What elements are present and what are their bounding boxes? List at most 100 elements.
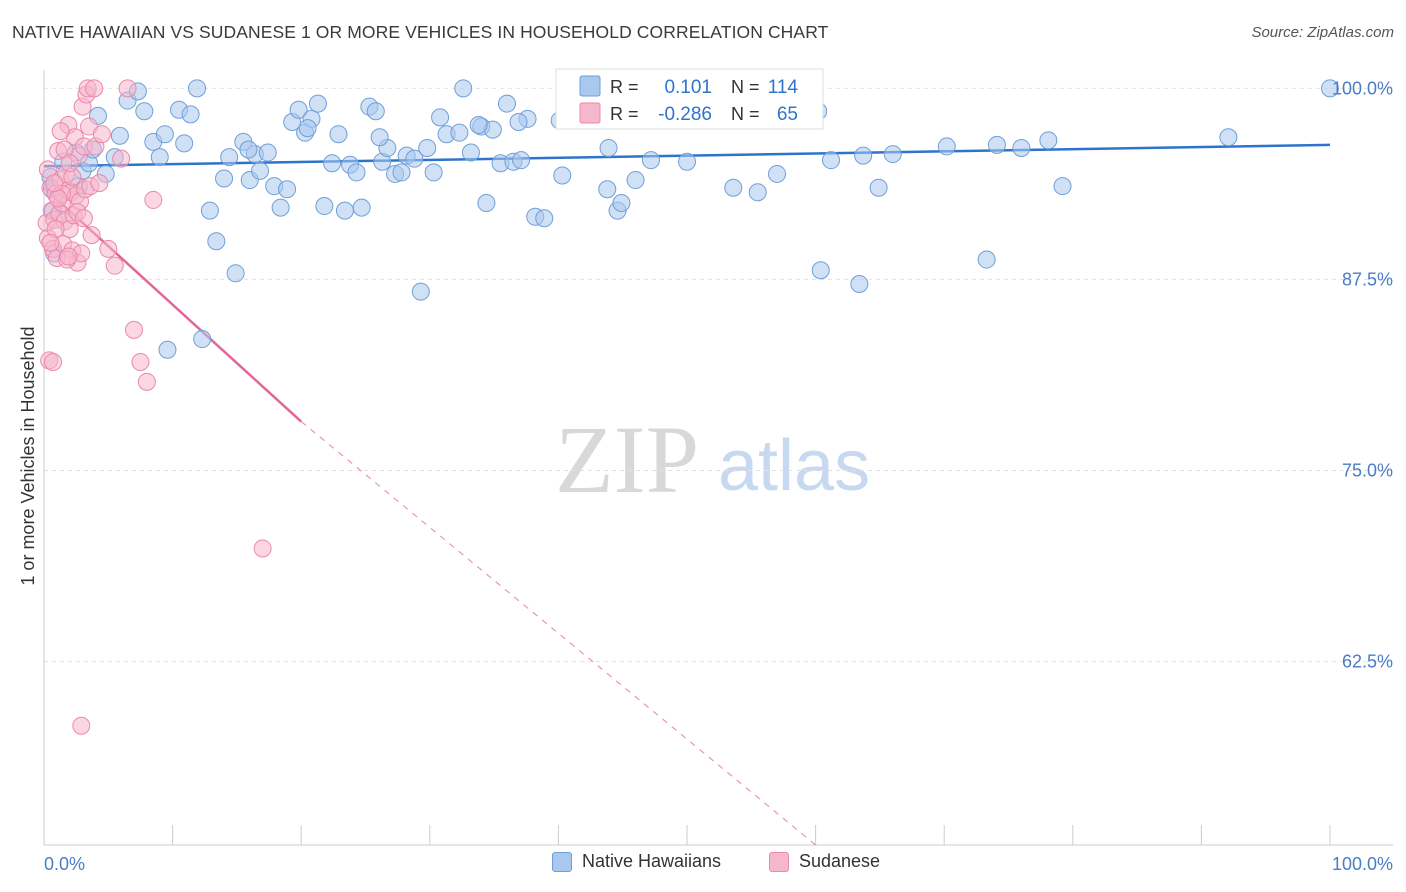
native-hawaiian-point-105	[193, 330, 212, 349]
native-hawaiian-point-48	[352, 198, 371, 217]
native-hawaiian-point-59	[424, 163, 443, 182]
native-hawaiian-point-69	[497, 94, 516, 113]
sudanese-point-57	[85, 79, 104, 98]
legend-n-label-2: N =	[731, 104, 760, 124]
legend-r-value-2: -0.286	[658, 104, 712, 125]
sudanese-trendline-extension	[300, 421, 816, 846]
native-hawaiian-point-110	[469, 116, 488, 135]
native-hawaiian-point-74	[535, 209, 554, 228]
legend-swatch-native-hawaiians	[579, 75, 601, 97]
native-hawaiian-point-102	[1053, 177, 1072, 196]
native-hawaiian-point-42	[315, 197, 334, 216]
native-hawaiian-point-58	[418, 138, 437, 157]
native-hawaiian-point-32	[251, 161, 270, 180]
native-hawaiian-point-99	[987, 135, 1006, 154]
x-tick-label-max: 100.0%	[1332, 854, 1393, 874]
native-hawaiian-point-85	[678, 152, 696, 171]
native-hawaiian-point-24	[200, 201, 219, 220]
sudanese-point-58	[90, 174, 109, 193]
native-hawaiian-point-87	[748, 183, 767, 202]
x-tick-label-min: 0.0%	[44, 854, 85, 874]
legend-r-value-1: 0.101	[664, 77, 712, 98]
sudanese-point-53	[41, 233, 60, 252]
sudanese-label: Sudanese	[799, 851, 881, 871]
source-label: Source: ZipAtlas.com	[1251, 24, 1394, 41]
native-hawaiian-point-28	[226, 264, 245, 283]
native-hawaiian-point-21	[175, 134, 194, 153]
bottom-legend: Native Hawaiians Sudanese	[0, 851, 1406, 879]
native-hawaiian-point-50	[366, 102, 385, 121]
native-hawaiian-point-54	[392, 163, 411, 182]
native-hawaiian-point-100	[1012, 138, 1031, 157]
native-hawaiian-point-86	[724, 178, 743, 197]
native-hawaiian-point-62	[450, 123, 469, 142]
sudanese-point-62	[60, 154, 79, 173]
sudanese-point-46	[144, 190, 163, 209]
sudanese-point-47	[253, 539, 272, 558]
chart-title: NATIVE HAWAIIAN VS SUDANESE 1 OR MORE VE…	[12, 22, 829, 42]
legend-n-value-1: 114	[768, 77, 799, 98]
native-hawaiian-point-98	[977, 250, 996, 269]
native-hawaiian-point-71	[512, 151, 531, 170]
sudanese-point-41	[112, 149, 131, 168]
native-hawaiian-point-25	[207, 232, 226, 251]
native-hawaiian-point-26	[215, 169, 234, 188]
native-hawaiian-point-16	[135, 102, 154, 121]
sudanese-point-45	[137, 372, 156, 391]
native-hawaiian-point-114	[509, 112, 528, 131]
native-hawaiian-point-23	[188, 79, 207, 98]
sudanese-swatch	[769, 851, 789, 872]
native-hawaiian-point-41	[308, 94, 327, 113]
native-hawaiian-point-36	[278, 180, 297, 199]
legend-r-label-1: R =	[610, 77, 639, 97]
native-hawaiian-point-56	[405, 149, 424, 168]
native-hawaiian-point-35	[271, 198, 290, 217]
correlation-legend: R = 0.101 N = 114 R = -0.286 N = 65	[555, 68, 824, 130]
native-hawaiian-point-88	[768, 164, 787, 183]
native-hawaiian-point-66	[477, 193, 496, 212]
y-tick-label-0: 100.0%	[1332, 78, 1393, 98]
sudanese-point-64	[59, 247, 78, 266]
native-hawaiian-point-77	[598, 180, 617, 199]
sudanese-point-6	[44, 352, 63, 371]
sudanese-point-63	[45, 174, 64, 193]
native-hawaiian-point-113	[239, 140, 258, 159]
sudanese-point-40	[105, 256, 124, 275]
sudanese-point-60	[51, 122, 70, 141]
native-hawaiian-point-45	[335, 201, 354, 220]
native-hawaiian-point-111	[298, 119, 317, 138]
sudanese-point-42	[118, 79, 137, 98]
legend-n-value-2: 65	[777, 104, 798, 125]
native-hawaiian-point-91	[811, 261, 830, 280]
native-hawaiian-point-112	[370, 128, 389, 147]
native-hawaiian-point-44	[329, 125, 348, 144]
legend-n-label-1: N =	[731, 77, 760, 97]
native-hawaiian-point-78	[599, 138, 618, 157]
sudanese-point-44	[131, 352, 150, 371]
native-hawaiian-point-92	[822, 151, 841, 170]
native-hawaiian-point-81	[626, 171, 645, 190]
y-tick-label-3: 62.5%	[1342, 652, 1393, 672]
y-axis-title: 1 or more Vehicles in Household	[18, 326, 38, 585]
sudanese-point-54	[49, 189, 68, 208]
native-hawaiian-point-63	[454, 79, 473, 98]
legend-r-label-2: R =	[610, 104, 639, 124]
sudanese-point-48	[72, 716, 91, 735]
native-hawaiian-point-80	[612, 193, 631, 212]
native-hawaiian-point-97	[937, 137, 956, 156]
native-hawaiian-point-75	[553, 166, 572, 185]
native-hawaiian-point-64	[461, 143, 480, 162]
native-hawaiian-point-18	[150, 148, 169, 167]
watermark-atlas: atlas	[718, 426, 870, 506]
native-hawaiian-point-95	[869, 178, 888, 197]
native-hawaiian-point-103	[1219, 128, 1238, 147]
native-hawaiian-point-38	[289, 100, 308, 119]
y-tick-label-1: 87.5%	[1342, 269, 1393, 289]
native-hawaiians-swatch	[552, 851, 572, 872]
sudanese-point-38	[92, 125, 111, 144]
native-hawaiian-point-27	[220, 148, 239, 167]
native-hawaiian-point-47	[347, 163, 366, 182]
sudanese-point-36	[82, 226, 101, 245]
native-hawaiian-point-13	[110, 126, 129, 145]
